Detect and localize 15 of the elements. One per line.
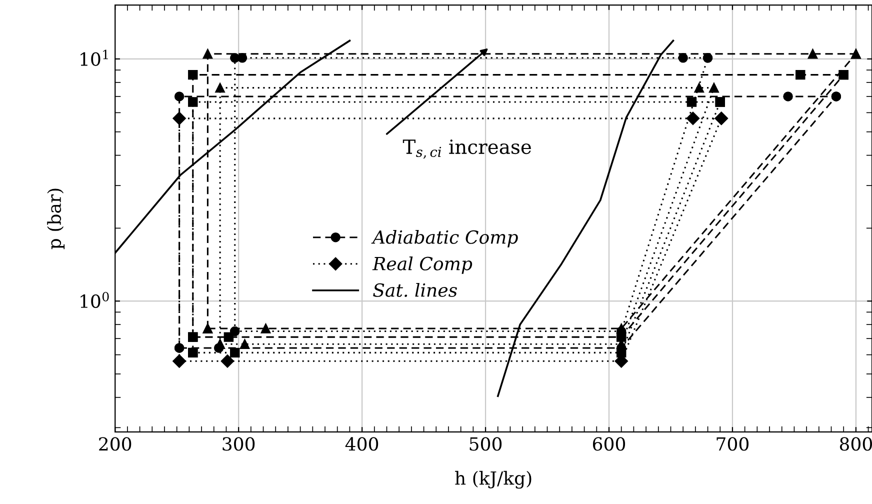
x-tick-label: 300	[222, 437, 255, 451]
x-axis-title: h (kJ/kg)	[455, 470, 532, 489]
annotation: T$_{s,ci}$ increase	[402, 140, 531, 159]
legend-label: Adiabatic Comp	[371, 230, 518, 248]
x-tick-label: 500	[470, 437, 502, 451]
legend-label: Real Comp	[372, 256, 472, 274]
y-axis-title: p (bar)	[47, 188, 65, 250]
y-tick-label: 10$^{0}$	[80, 292, 109, 308]
y-tick-label: 10$^{1}$	[80, 50, 108, 66]
x-tick-label: 600	[592, 437, 626, 451]
x-tick-label: 400	[345, 437, 378, 451]
x-tick-label: 700	[716, 437, 749, 451]
legend-label: Sat. lines	[373, 282, 457, 297]
x-tick-label: 200	[99, 437, 132, 451]
x-tick-label: 800	[840, 437, 872, 451]
